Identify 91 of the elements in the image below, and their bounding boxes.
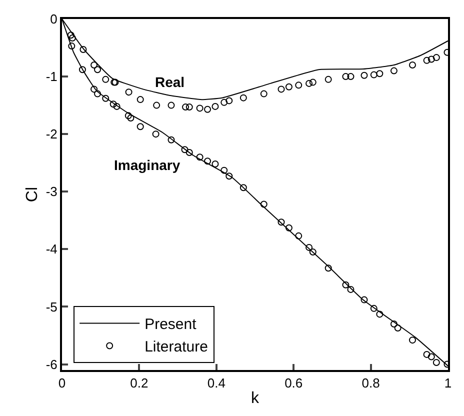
y-tick-label: -6	[46, 356, 58, 372]
point	[342, 73, 350, 80]
point	[186, 149, 193, 156]
point	[153, 102, 160, 109]
point	[309, 248, 316, 256]
point	[306, 80, 313, 87]
annotation: Imaginary	[114, 157, 180, 173]
point	[390, 67, 398, 74]
y-axis-title: Cl	[24, 186, 42, 202]
point	[136, 123, 144, 130]
point	[260, 200, 268, 208]
point	[408, 62, 416, 69]
point	[78, 66, 86, 74]
x-tick-label: 1	[444, 376, 452, 391]
point	[94, 90, 102, 98]
point	[432, 359, 440, 366]
point	[342, 281, 350, 288]
point	[113, 102, 120, 110]
point	[423, 350, 430, 358]
legend-label: Present	[144, 316, 198, 334]
y-tick-label: -4	[46, 242, 58, 257]
point	[124, 112, 132, 120]
point	[196, 104, 204, 112]
x-tick-label: 0.8	[362, 376, 380, 391]
point	[220, 98, 228, 106]
point	[102, 76, 110, 83]
point	[360, 296, 368, 304]
point	[428, 353, 435, 360]
point	[68, 34, 76, 42]
point	[428, 56, 435, 63]
point	[90, 86, 98, 93]
point	[204, 106, 212, 113]
point	[370, 71, 378, 78]
point	[67, 32, 74, 39]
point	[376, 310, 384, 318]
point	[376, 70, 384, 78]
point	[390, 320, 398, 328]
point	[324, 264, 332, 272]
point	[125, 88, 132, 96]
point	[168, 102, 175, 109]
point	[260, 90, 268, 98]
y-tick-label: -2	[46, 126, 58, 142]
point	[80, 46, 87, 53]
y-tick-label: 0	[50, 12, 58, 27]
point	[408, 336, 416, 344]
point	[226, 172, 233, 180]
point	[152, 130, 160, 138]
legend-label: Literature	[144, 338, 208, 356]
y-tick-label: -1	[46, 69, 58, 84]
x-tick-label: 0.2	[130, 376, 148, 391]
point	[68, 42, 76, 50]
point	[347, 73, 354, 80]
point	[127, 114, 134, 122]
point	[240, 94, 247, 102]
point	[295, 232, 302, 240]
point	[360, 72, 368, 79]
point	[285, 224, 292, 232]
point	[94, 66, 102, 74]
point	[186, 104, 193, 111]
point	[278, 218, 285, 226]
point	[309, 78, 316, 86]
point	[110, 100, 117, 108]
point	[168, 136, 175, 144]
x-tick-label: 0.4	[207, 376, 226, 391]
point	[212, 102, 219, 110]
point	[136, 96, 144, 104]
point	[324, 76, 332, 83]
point	[226, 97, 233, 104]
point	[370, 304, 378, 312]
point	[240, 184, 247, 192]
point	[212, 160, 219, 168]
point	[394, 324, 402, 332]
point	[423, 56, 430, 64]
point	[347, 286, 354, 293]
x-axis-title: k	[251, 390, 260, 407]
y-tick-label: -5	[46, 299, 58, 314]
point	[285, 83, 292, 90]
point	[196, 154, 204, 161]
x-tick-label: 0.6	[284, 376, 303, 391]
point	[181, 146, 188, 154]
annotation: Real	[155, 74, 185, 90]
point	[278, 86, 285, 93]
point	[182, 104, 190, 111]
point	[102, 94, 110, 102]
point	[204, 158, 212, 165]
y-tick-label: -3	[46, 184, 58, 200]
point	[90, 62, 98, 69]
point	[432, 54, 440, 62]
point	[306, 244, 313, 251]
point	[220, 166, 228, 174]
point	[295, 82, 302, 89]
